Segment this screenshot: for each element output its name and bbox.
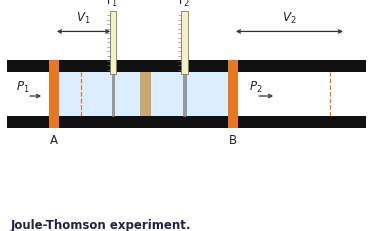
Text: $P_1$: $P_1$ — [16, 79, 30, 95]
Bar — [110, 11, 116, 74]
Text: B: B — [229, 134, 237, 147]
Bar — [184, 74, 186, 116]
Bar — [7, 116, 366, 128]
Text: $P_2$: $P_2$ — [249, 79, 263, 95]
Bar — [7, 72, 366, 116]
Bar — [228, 60, 238, 128]
Bar — [182, 11, 188, 74]
Bar — [140, 72, 151, 116]
Text: A: A — [50, 134, 58, 147]
Bar — [112, 74, 115, 116]
Text: Joule-Thomson experiment.: Joule-Thomson experiment. — [11, 219, 192, 231]
Text: $V_2$: $V_2$ — [282, 11, 297, 27]
Bar — [59, 72, 228, 116]
Text: $V_1$: $V_1$ — [76, 11, 91, 27]
Text: T$_2$: T$_2$ — [176, 0, 190, 9]
Bar — [49, 60, 59, 128]
Bar — [7, 60, 366, 72]
Text: T$_1$: T$_1$ — [104, 0, 118, 9]
